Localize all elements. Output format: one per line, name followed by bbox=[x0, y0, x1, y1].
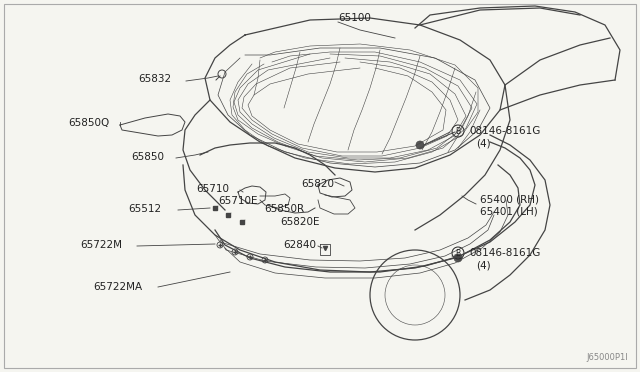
Text: 65832: 65832 bbox=[138, 74, 171, 84]
Text: B: B bbox=[456, 248, 461, 257]
Text: B: B bbox=[456, 126, 461, 135]
Text: 65401 (LH): 65401 (LH) bbox=[480, 207, 538, 217]
Text: 65850R: 65850R bbox=[264, 204, 304, 214]
Text: 65512: 65512 bbox=[128, 204, 161, 214]
Text: 65850: 65850 bbox=[131, 152, 164, 162]
Text: 65850Q: 65850Q bbox=[68, 118, 109, 128]
Text: (4): (4) bbox=[476, 138, 491, 148]
Text: 65710E: 65710E bbox=[218, 196, 257, 206]
Text: 65722M: 65722M bbox=[80, 240, 122, 250]
Text: 62840: 62840 bbox=[283, 240, 316, 250]
Text: 08146-8161G: 08146-8161G bbox=[469, 126, 540, 136]
Text: 08146-8161G: 08146-8161G bbox=[469, 248, 540, 258]
Text: 65722MA: 65722MA bbox=[93, 282, 142, 292]
Text: 65820: 65820 bbox=[301, 179, 334, 189]
Circle shape bbox=[454, 254, 462, 262]
Text: 65100: 65100 bbox=[338, 13, 371, 23]
Text: J65000P1I: J65000P1I bbox=[586, 353, 628, 362]
Text: 65820E: 65820E bbox=[280, 217, 319, 227]
Text: 65710: 65710 bbox=[196, 184, 229, 194]
Text: (4): (4) bbox=[476, 260, 491, 270]
Text: 65400 (RH): 65400 (RH) bbox=[480, 195, 539, 205]
Circle shape bbox=[416, 141, 424, 149]
